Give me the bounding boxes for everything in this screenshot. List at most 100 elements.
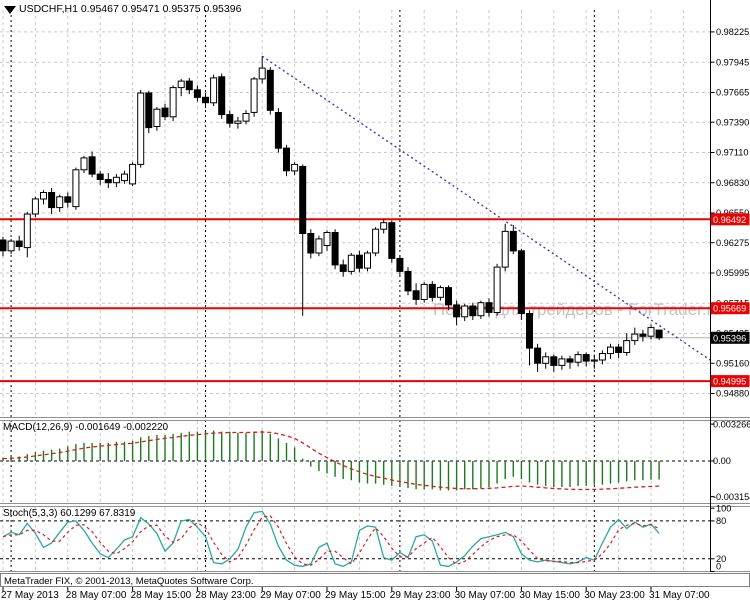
symbol-dropdown-arrow-icon[interactable] [4,6,16,14]
candle-body [420,283,428,300]
candle-body [169,87,177,118]
candle-body [436,287,444,298]
candle-body [574,354,582,363]
descending-trendline [261,55,711,361]
candle-body [23,213,31,249]
candle-body [388,222,396,259]
candle-body [307,233,315,254]
price-axis-label: 0.95995 [716,268,749,278]
level-price-label-value: 0.94995 [713,377,746,387]
candle-body [177,80,185,89]
candle-body [517,250,525,315]
stoch-d-line [2,515,660,566]
grid-layer [0,10,710,571]
candle-body [493,266,501,314]
candle-body [56,196,64,209]
level-price-label-value: 0.95669 [713,304,746,314]
candle-body [372,228,380,254]
time-axis-label: 29 May 07:00 [260,590,321,600]
candle-body [104,179,112,184]
time-axis-label: 28 May 07:00 [66,590,127,600]
price-axis-label: 0.96830 [716,178,749,188]
candle-body [501,230,509,268]
candle-body [40,192,47,200]
candle-body [31,198,39,215]
price-axis-label: 0.97390 [716,117,749,127]
candle-body [590,359,598,362]
candle-body [153,108,161,127]
macd-axis-label: -0.003154 [713,492,750,502]
candle-body [404,270,412,292]
price-axis-label: 0.94880 [716,389,749,399]
candle-body [347,254,355,272]
candle-body [428,283,436,298]
candle-body [639,333,647,337]
candle-body [96,173,104,181]
macd-indicator-label: MACD(12,26,9) -0.001649 -0.002220 [3,422,169,433]
time-axis-label: 27 May 2013 [1,590,59,600]
separator-band [0,417,750,421]
candle-body [283,147,290,172]
candle-body [331,232,339,266]
candle-body [598,353,606,361]
watermark-text: Портал для трейдеров - ForTrader.ru [433,300,722,319]
candle-body [72,169,80,208]
price-axis-label: 0.96275 [716,238,749,248]
level-price-label-value: 0.96492 [713,215,746,225]
stoch-axis-label: 80 [716,516,726,526]
time-axis-label: 28 May 15:00 [131,590,192,600]
time-axis[interactable] [0,587,750,600]
candle-body [339,264,347,272]
candle-body [112,176,120,184]
candle-body [412,290,420,300]
candle-body [129,163,137,185]
candle-body [582,354,590,362]
macd-layer [0,430,710,491]
candle-body [250,78,258,113]
stoch-axis-label: 0 [716,562,721,572]
macd-axis-label: 0.003266 [713,419,750,429]
candle-body [364,252,371,269]
price-axis-label: 0.97945 [716,57,749,67]
candle-body [137,92,145,165]
candle-body [509,230,517,252]
candle-body [234,120,242,124]
candle-body [315,238,323,254]
price-axis-label: 0.98225 [716,27,749,37]
candles-layer [0,56,663,372]
level-price-label-box [711,213,750,226]
candle-body [396,257,404,272]
candle-body [15,240,23,248]
candle-body [274,112,282,149]
candle-body [299,166,307,234]
price-axis[interactable] [710,0,750,572]
copyright-text: MetaTrader FIX, © 2001-2013, MetaQuotes … [4,576,254,587]
time-axis-layer: 27 May 2013 28 May 07:00 28 May 15:00 28 Ma… [0,573,750,600]
candle-body [258,67,266,80]
candle-body [145,92,153,129]
price-axis-layer: 0.98225 0.97945 0.97665 0.97390 0.97110 0.968… [710,0,750,572]
candle-body [566,358,574,363]
candle-body [355,254,363,269]
candle-body [185,80,193,91]
price-axis-label: 0.95160 [716,359,749,369]
candle-body [615,346,623,354]
candle-body [526,313,533,349]
candle-body [7,240,15,252]
chart-title: USDCHF,H1 0.95467 0.95471 0.95375 0.9539… [19,3,242,15]
candle-body [469,305,477,317]
candle-body [226,114,234,124]
candle-body [88,156,96,175]
candle-body [607,346,614,355]
candle-body [485,302,493,313]
time-axis-label: 29 May 15:00 [325,590,386,600]
candle-body [550,356,558,366]
macd-axis-label: 0.00 [713,456,731,466]
macd-signal-line [2,431,660,491]
current-price-label-value: 0.95396 [713,333,746,343]
stoch-k-line [2,510,660,568]
time-axis-label: 30 May 23:00 [584,590,645,600]
candle-body [558,358,566,366]
